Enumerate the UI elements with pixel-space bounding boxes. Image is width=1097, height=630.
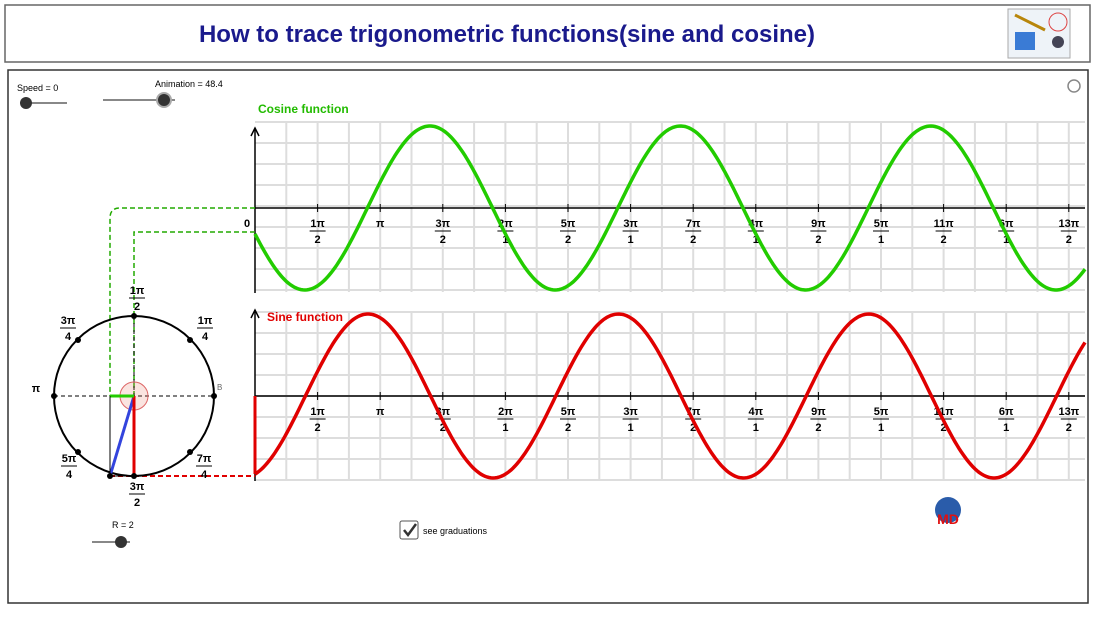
checkbox-label: see graduations (423, 526, 488, 536)
tick-label: 1 (628, 234, 634, 246)
circle-point (211, 393, 217, 399)
circle-point (107, 473, 113, 479)
tick-label: 9π (811, 406, 826, 418)
circle-label: 4 (65, 331, 72, 343)
speed-label: Speed = 0 (17, 83, 58, 93)
svg-text:MD: MD (937, 511, 959, 527)
reset-icon[interactable] (1067, 79, 1081, 93)
circle-point (131, 313, 137, 319)
tick-label: 1 (753, 234, 759, 246)
axis-arrow (250, 308, 260, 319)
tick-label: π (376, 218, 385, 230)
circle-label: 7π (197, 453, 212, 465)
tick-label: 11π (934, 218, 955, 230)
tick-label: 2 (815, 422, 821, 434)
sine-title: Sine function (267, 310, 343, 324)
header-box (4, 4, 1091, 63)
tick-label: 2 (440, 422, 446, 434)
tick-label: 2 (690, 234, 696, 246)
tick-label: 2 (565, 422, 571, 434)
circle-point (187, 449, 193, 455)
tick-label: 2π (498, 406, 513, 418)
radius-label: R = 2 (112, 520, 134, 530)
tick-label: 2 (815, 234, 821, 246)
tick-label: 1 (753, 422, 759, 434)
tick-label: 2 (941, 234, 947, 246)
circle-label: 4 (66, 469, 73, 481)
tick-label: 3π (623, 218, 638, 230)
header-icon (1007, 8, 1071, 59)
circle-point (131, 473, 137, 479)
tick-label: 5π (874, 406, 889, 418)
animation-label: Animation = 48.4 (155, 79, 223, 89)
tick-label: 1 (502, 422, 508, 434)
tick-label: 13π (1058, 218, 1079, 230)
radius-slider[interactable] (115, 536, 127, 548)
speed-slider[interactable] (20, 97, 32, 109)
tick-label: 9π (811, 218, 826, 230)
circle-point (51, 393, 57, 399)
origin-label: 0 (244, 218, 250, 230)
circle-point (187, 337, 193, 343)
tick-label: 1 (628, 422, 634, 434)
tick-label: 3π (623, 406, 638, 418)
tick-label: 6π (999, 406, 1014, 418)
tick-label: 1 (878, 422, 884, 434)
tick-label: 1 (1003, 234, 1009, 246)
tick-label: 5π (874, 218, 889, 230)
circle-label: 2 (134, 497, 140, 509)
header-title: How to trace trigonometric functions(sin… (199, 21, 815, 48)
circle-label: 4 (201, 469, 208, 481)
tick-label: 1 (502, 234, 508, 246)
tick-label: 3π (436, 218, 451, 230)
tick-label: 2 (690, 422, 696, 434)
tick-label: 2 (941, 422, 947, 434)
logo: MD (935, 497, 961, 527)
tick-label: 5π (561, 218, 576, 230)
guide (133, 231, 255, 396)
axis-arrow (250, 126, 260, 137)
circle-label: 5π (62, 453, 77, 465)
checkbox[interactable] (399, 520, 419, 540)
tick-label: 4π (749, 406, 764, 418)
circle-label: 1π (130, 285, 145, 297)
tick-label: 2 (565, 234, 571, 246)
circle-label: 3π (61, 315, 76, 327)
circle-label: 3π (130, 481, 145, 493)
tick-label: π (376, 406, 385, 418)
animation-slider[interactable] (156, 92, 172, 108)
tick-label: 1 (1003, 422, 1009, 434)
circle-label: 1π (198, 315, 213, 327)
tick-label: 13π (1058, 406, 1079, 418)
sine-curve (253, 312, 1087, 480)
applet-area (7, 69, 1089, 604)
tick-label: 5π (561, 406, 576, 418)
cosine-curve (253, 124, 1087, 292)
circle-label: 4 (202, 331, 209, 343)
tick-label: 2 (315, 422, 321, 434)
tick-label: 2 (440, 234, 446, 246)
tick-label: 1π (310, 218, 325, 230)
circle-label: 2 (134, 301, 140, 313)
circle-point (75, 449, 81, 455)
tick-label: 1 (878, 234, 884, 246)
tick-label: 2 (1066, 234, 1072, 246)
circle-point (75, 337, 81, 343)
circle-label: π (32, 383, 41, 395)
tick-label: 1π (310, 406, 325, 418)
tick-label: 7π (686, 218, 701, 230)
tick-label: 2 (315, 234, 321, 246)
point-label: B (217, 383, 222, 392)
cosine-title: Cosine function (258, 102, 349, 116)
radius (108, 395, 136, 477)
tick-label: 2 (1066, 422, 1072, 434)
